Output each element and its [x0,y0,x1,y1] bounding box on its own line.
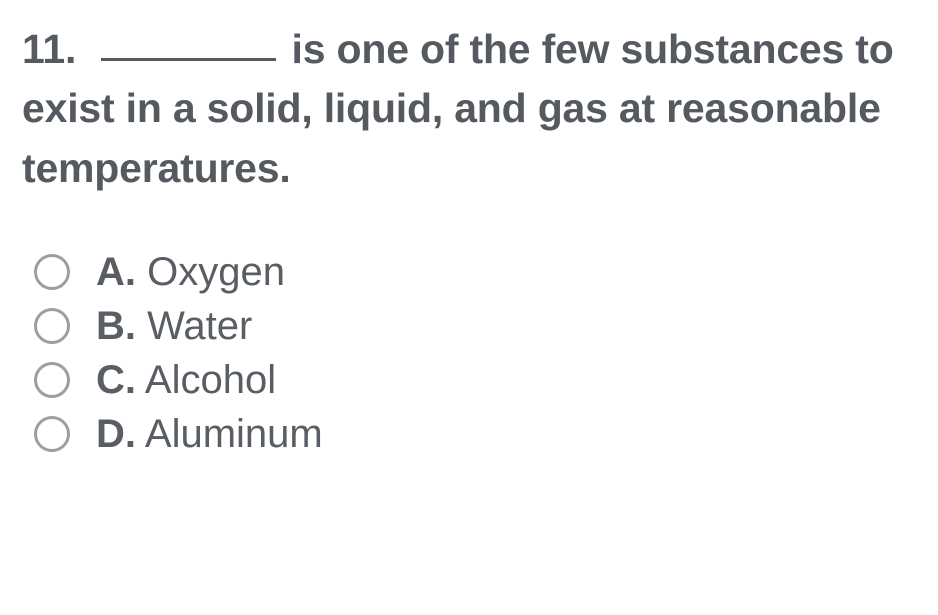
option-label: C. Alcohol [96,360,276,400]
question-text: 11. is one of the few substances to exis… [22,20,916,198]
option-text: Alcohol [145,358,276,402]
option-label: D. Aluminum [96,414,323,454]
option-label: A. Oxygen [96,252,285,292]
fill-blank [101,22,276,61]
option-label: B. Water [96,306,252,346]
option-letter: A. [96,250,136,294]
radio-icon[interactable] [34,416,70,452]
question-number: 11. [22,26,76,72]
option-letter: B. [96,304,136,348]
radio-icon[interactable] [34,308,70,344]
options-list: A. Oxygen B. Water C. Alcohol D. Aluminu… [22,252,916,454]
question-container: 11. is one of the few substances to exis… [0,0,938,454]
option-letter: D. [96,412,136,456]
option-a[interactable]: A. Oxygen [34,252,916,292]
option-d[interactable]: D. Aluminum [34,414,916,454]
radio-icon[interactable] [34,362,70,398]
option-letter: C. [96,358,136,402]
option-text: Water [147,304,252,348]
option-b[interactable]: B. Water [34,306,916,346]
radio-icon[interactable] [34,254,70,290]
option-text: Aluminum [145,412,323,456]
option-text: Oxygen [147,250,285,294]
option-c[interactable]: C. Alcohol [34,360,916,400]
